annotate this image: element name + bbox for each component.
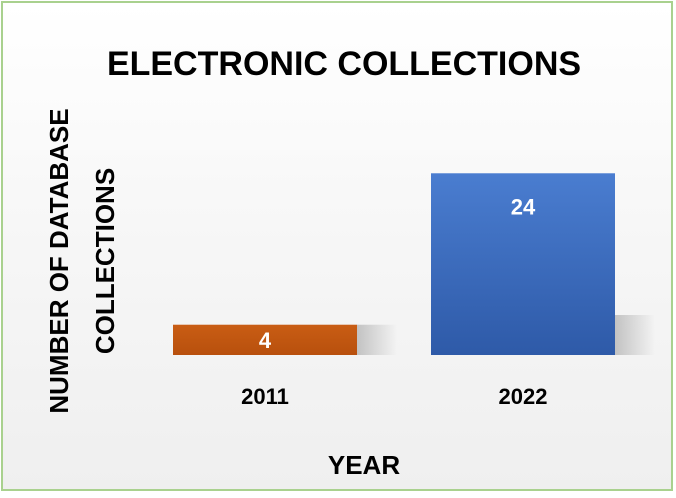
y-axis-title-line-2: COLLECTIONS xyxy=(90,168,120,354)
data-label-2011: 4 xyxy=(259,328,272,353)
chart-frame: ELECTRONIC COLLECTIONS NUMBER OF DATABAS… xyxy=(1,1,673,491)
data-label-2022: 24 xyxy=(511,194,536,219)
bars-layer: 4 2011 24 2022 xyxy=(173,173,655,409)
x-tick-label-2011: 2011 xyxy=(241,384,289,409)
x-tick-label-2022: 2022 xyxy=(499,384,548,409)
bar-shadow xyxy=(615,315,655,355)
bar-2022 xyxy=(431,173,615,355)
bar-chart: ELECTRONIC COLLECTIONS NUMBER OF DATABAS… xyxy=(44,45,655,480)
y-axis-title-line-1: NUMBER OF DATABASE xyxy=(44,108,74,413)
x-axis-title: YEAR xyxy=(328,450,400,480)
bar-2011 xyxy=(173,324,357,355)
bar-shadow xyxy=(357,324,397,355)
chart-title: ELECTRONIC COLLECTIONS xyxy=(107,45,581,83)
